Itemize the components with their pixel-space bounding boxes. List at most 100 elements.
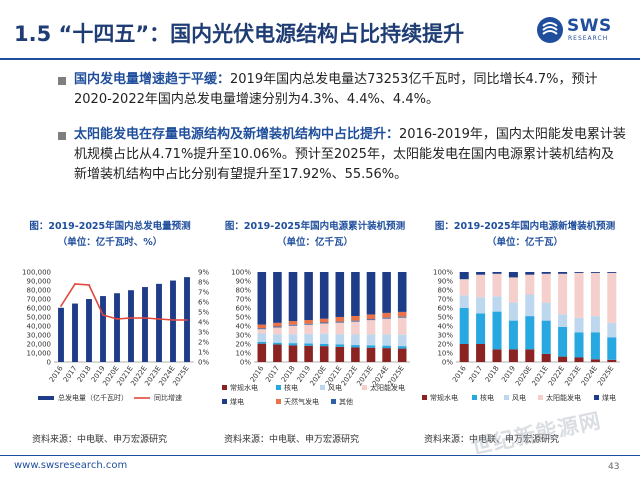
bar [86,299,92,362]
stacked-bar-segment [476,313,486,344]
y-tick-label: 90% [235,278,251,286]
stacked-bar-segment [257,324,267,329]
stacked-bar-segment [382,345,391,349]
stacked-bar-segment [288,325,298,335]
stacked-bar-segment [508,277,518,303]
stacked-bar-segment [574,357,584,362]
stacked-bar-segment [335,316,345,322]
y-tick-label: 7% [198,289,209,297]
stacked-bar-segment [525,349,535,362]
bullet-paragraph-1: 国内发电量增速趋于平缓：2019年国内总发电量达73253亿千瓦时，同比增长4.… [74,70,626,110]
x-tick-label: 2018 [76,365,93,384]
legend-swatch [422,395,427,400]
stacked-bar-segment [607,272,617,323]
bar [114,293,120,362]
stacked-bar-segment [558,356,568,362]
stacked-bar-segment [492,273,502,297]
stacked-bar-segment [382,317,391,319]
legend-label: 煤电 [230,397,244,406]
x-tick-label: 2018 [280,365,297,384]
stacked-bar-segment [574,332,584,358]
y-tick-label: 0% [240,359,251,367]
footer-url[interactable]: www.swsresearch.com [14,460,128,471]
y-tick-label: 70% [235,296,251,304]
chart-2-plot: 0%10%20%30%40%50%60%70%80%90%100%2016201… [222,269,410,406]
stacked-bar-segment [476,344,486,362]
y-tick-label: 30% [437,332,453,340]
x-tick-label: 2018 [484,365,501,384]
line-point [74,283,76,285]
chart-2-source: 资料来源：中电联、申万宏源研究 [224,435,360,445]
page-number: 43 [608,462,620,472]
stacked-bar-segment [319,333,329,344]
legend-label: 风电 [512,393,526,402]
stacked-bar-segment [273,342,282,345]
line-point [130,317,132,319]
stacked-bar-segment [492,296,502,312]
stacked-bar-segment [590,272,600,317]
line-point [88,284,90,286]
stacked-bar-segment [273,322,282,327]
stacked-bar-segment [366,314,376,320]
stacked-bar-segment [382,348,391,362]
line-point [144,317,146,319]
bar [72,303,78,362]
stacked-bar-segment [508,349,518,362]
y-tick-label: 10,000 [27,350,52,358]
stacked-bar-segment [607,359,617,362]
stacked-bar-segment [304,343,313,346]
stacked-bar-segment [366,272,376,315]
x-tick-label: 2017 [467,365,484,384]
legend-swatch [320,385,325,390]
stacked-bar-segment [397,316,407,318]
legend-label: 太阳能发电 [546,393,581,402]
stacked-bar-segment [288,321,298,325]
stacked-bar-segment [319,272,329,319]
y-tick-label: 0 [47,359,51,367]
stacked-bar-segment [382,334,391,346]
stacked-bar-segment [257,333,267,342]
stacked-bar-segment [257,328,267,330]
stacked-bar-segment [366,319,376,321]
stacked-bar-segment [319,346,329,362]
legend-label: 其他 [339,397,353,406]
stacked-bar-segment [590,272,600,273]
stacked-bar-segment [459,344,469,362]
y-tick-label: 30,000 [27,332,52,340]
stacked-bar-segment [366,345,376,348]
stacked-bar-segment [288,343,298,346]
legend-swatch [538,395,543,400]
stacked-bar-segment [366,347,376,362]
bar [142,287,148,362]
stacked-bar-segment [351,345,360,348]
stacked-bar-segment [558,273,568,315]
stacked-bar-segment [607,337,617,360]
y-tick-label: 8% [198,279,209,287]
x-tick-label: 2016 [451,364,468,384]
stacked-bar-segment [558,326,568,357]
y-tick-label: 70,000 [27,296,52,304]
legend-swatch [276,399,281,404]
x-tick-label: 2016 [48,364,65,384]
stacked-bar-segment [541,353,551,362]
legend-label: 太阳能发电 [370,383,405,392]
legend-swatch [331,399,336,404]
stacked-bar-segment [273,272,282,323]
y-tick-label: 80,000 [27,287,52,295]
legend-swatch [222,399,227,404]
watermark: 世纪新能源网 [469,408,604,460]
stacked-bar-segment [273,344,282,362]
legend-swatch [38,396,54,400]
stacked-bar-segment [525,274,535,295]
stacked-bar-segment [351,347,360,362]
legend-swatch [594,395,599,400]
logo-subtext: RESEARCH [568,35,609,42]
stacked-bar-segment [525,294,535,317]
stacked-bar-segment [541,273,551,303]
bullet-marker [58,77,66,85]
stacked-bar-segment [304,323,313,325]
y-tick-label: 90% [437,278,453,286]
y-tick-label: 40% [235,323,251,331]
stacked-bar-segment [541,302,551,321]
y-tick-label: 50,000 [27,314,52,322]
